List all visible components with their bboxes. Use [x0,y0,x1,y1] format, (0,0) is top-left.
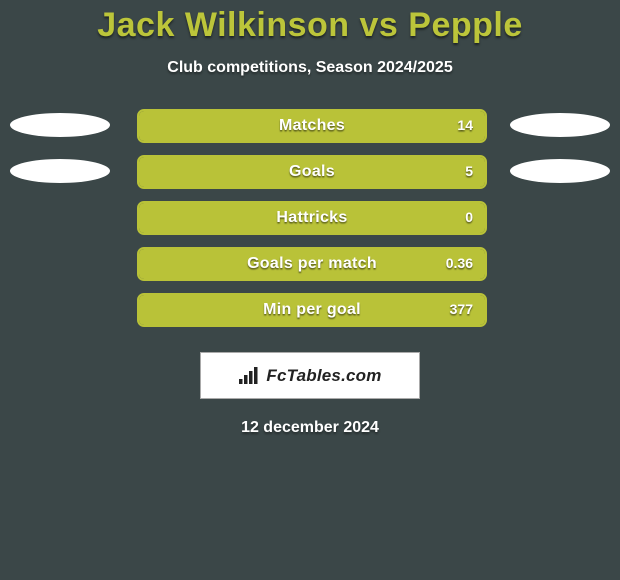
page-title: Jack Wilkinson vs Pepple [0,6,620,45]
stat-pill: Goals [137,155,487,189]
stat-row: Min per goal377 [0,293,620,339]
logo-text: FcTables.com [266,366,381,386]
stat-pill: Goals per match [137,247,487,281]
avatar-left [10,159,110,183]
stat-pill: Min per goal [137,293,487,327]
stat-row: Matches14 [0,109,620,155]
stat-rows: Matches14Goals5Hattricks0Goals per match… [0,109,620,339]
stat-pill: Hattricks [137,201,487,235]
stat-label: Goals per match [139,249,485,279]
avatar-right [510,159,610,183]
value-right: 377 [450,301,473,317]
stat-label: Matches [139,111,485,141]
avatar-right [510,113,610,137]
value-right: 0 [465,209,473,225]
comparison-card: Jack Wilkinson vs Pepple Club competitio… [0,6,620,580]
value-right: 0.36 [446,255,473,271]
site-logo[interactable]: FcTables.com [200,352,420,399]
stat-row: Goals per match0.36 [0,247,620,293]
stat-label: Goals [139,157,485,187]
date-text: 12 december 2024 [0,419,620,437]
avatar-left [10,113,110,137]
stat-row: Hattricks0 [0,201,620,247]
subtitle: Club competitions, Season 2024/2025 [0,59,620,77]
chart-icon [238,367,260,385]
stat-label: Hattricks [139,203,485,233]
stat-pill: Matches [137,109,487,143]
stat-label: Min per goal [139,295,485,325]
value-right: 5 [465,163,473,179]
stat-row: Goals5 [0,155,620,201]
value-right: 14 [457,117,473,133]
